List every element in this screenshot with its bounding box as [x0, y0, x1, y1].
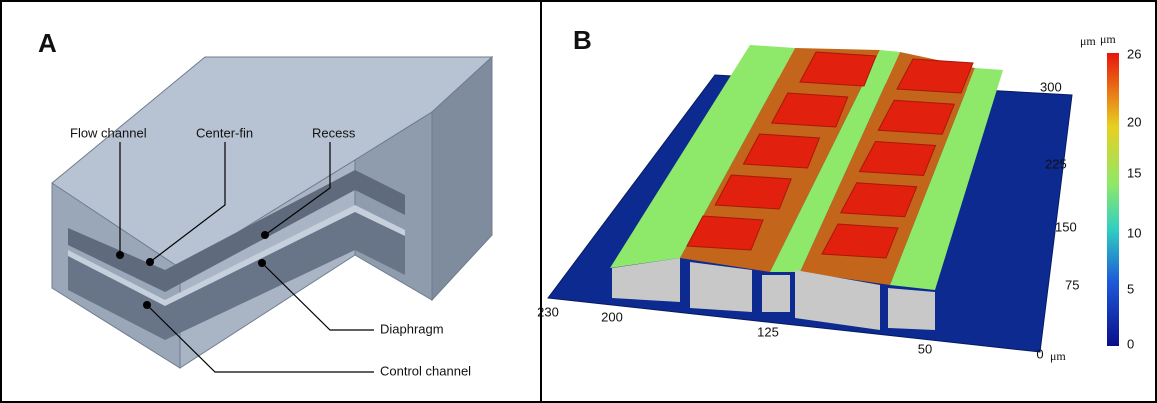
label: Center-fin: [196, 125, 253, 140]
x-tick-label: 50: [918, 341, 932, 356]
x-unit: μm: [1050, 349, 1066, 363]
label: Recess: [312, 125, 356, 140]
colorbar: [1107, 53, 1119, 346]
label: Control channel: [380, 363, 471, 378]
label: Diaphragm: [380, 321, 444, 336]
x-tick-label: 230: [537, 304, 559, 319]
colorbar-tick: 26: [1127, 46, 1141, 61]
x-tick-label: 125: [757, 324, 779, 339]
front-face: [888, 288, 935, 330]
dot: [143, 301, 151, 309]
y-tick-label: 300: [1040, 79, 1062, 94]
x-tick-label: 200: [601, 309, 623, 324]
x-tick-label: 0: [1036, 346, 1043, 361]
figure: A Flow channel Center-fin Recess Diaphra…: [0, 0, 1157, 403]
dot: [116, 251, 124, 259]
colorbar-tick: 10: [1127, 225, 1141, 240]
front-face: [690, 262, 752, 312]
colorbar-tick: 20: [1127, 114, 1141, 129]
front-face: [762, 275, 790, 312]
dot: [261, 231, 269, 239]
colorbar-tick: 15: [1127, 165, 1141, 180]
dot: [258, 259, 266, 267]
y-tick-label: 225: [1045, 156, 1067, 171]
colorbar-tick: 5: [1127, 281, 1134, 296]
colorbar-unit: μm: [1100, 32, 1116, 46]
y-tick-label: 150: [1055, 219, 1077, 234]
panel-letter: A: [38, 28, 57, 58]
y-unit: μm: [1080, 34, 1096, 48]
panel-letter: B: [573, 25, 592, 55]
label: Flow channel: [70, 125, 147, 140]
dot: [146, 258, 154, 266]
y-tick-label: 75: [1065, 277, 1079, 292]
colorbar-tick: 0: [1127, 336, 1134, 351]
